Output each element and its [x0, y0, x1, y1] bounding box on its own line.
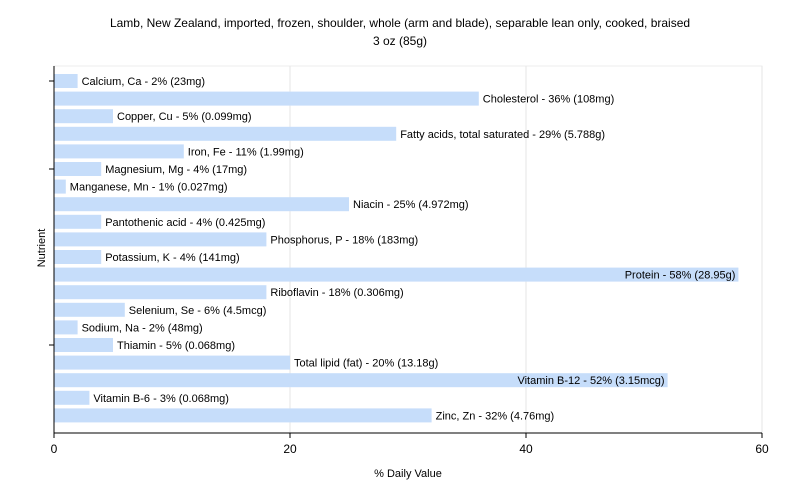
bar: [54, 285, 267, 300]
axes: 0 20 40 60: [49, 66, 769, 456]
bar-label: Potassium, K - 4% (141mg): [105, 252, 240, 264]
x-axis-title: % Daily Value: [374, 468, 442, 480]
bar-label: Phosphorus, P - 18% (183mg): [270, 234, 418, 246]
bar: [54, 250, 102, 264]
bar: [54, 214, 102, 229]
bar: [54, 197, 349, 212]
bar-labels: Calcium, Ca - 2% (23mg) Cholesterol - 36%…: [70, 76, 736, 422]
chart-subtitle: 3 oz (85g): [373, 34, 427, 48]
bar: [54, 74, 78, 88]
bar-label: Total lipid (fat) - 20% (13.18g): [294, 358, 438, 370]
bar-label: Calcium, Ca - 2% (23mg): [82, 76, 205, 88]
bar-label: Manganese, Mn - 1% (0.027mg): [70, 182, 228, 194]
bar: [54, 267, 739, 282]
bar-label: Vitamin B-12 - 52% (3.15mcg): [517, 375, 664, 387]
y-axis-title: Nutrient: [36, 229, 48, 268]
x-tick-label: 40: [519, 442, 533, 456]
chart-title: Lamb, New Zealand, imported, frozen, sho…: [110, 16, 690, 30]
x-tick-label: 20: [283, 442, 297, 456]
bar-label: Protein - 58% (28.95g): [625, 270, 736, 282]
x-tick-label: 60: [755, 442, 769, 456]
x-tick-label: 0: [51, 442, 58, 456]
bar: [54, 338, 113, 352]
bar: [54, 109, 113, 124]
bar-label: Selenium, Se - 6% (4.5mcg): [129, 305, 267, 317]
bar: [54, 390, 90, 405]
bar-label: Sodium, Na - 2% (48mg): [82, 322, 203, 334]
bar-label: Copper, Cu - 5% (0.099mg): [117, 111, 252, 123]
bar: [54, 162, 102, 176]
bar-label: Vitamin B-6 - 3% (0.068mg): [93, 393, 229, 405]
bar-label: Cholesterol - 36% (108mg): [483, 94, 614, 106]
bar: [54, 126, 397, 141]
bar: [54, 232, 267, 247]
bar: [54, 355, 290, 370]
bar-label: Iron, Fe - 11% (1.99mg): [188, 146, 304, 158]
bars: [54, 74, 739, 423]
bar: [54, 302, 125, 317]
bar-label: Niacin - 25% (4.972mg): [353, 199, 469, 211]
bar: [54, 373, 668, 388]
bar-label: Magnesium, Mg - 4% (17mg): [105, 164, 247, 176]
bar: [54, 408, 432, 423]
bar-label: Thiamin - 5% (0.068mg): [117, 340, 235, 352]
bar: [54, 320, 78, 335]
bar: [54, 179, 66, 194]
bar-label: Zinc, Zn - 32% (4.76mg): [436, 410, 555, 422]
bar: [54, 91, 479, 106]
bar-label: Fatty acids, total saturated - 29% (5.78…: [400, 129, 605, 141]
bar-label: Riboflavin - 18% (0.306mg): [270, 287, 403, 299]
bar: [54, 144, 184, 159]
bar-label: Pantothenic acid - 4% (0.425mg): [105, 217, 265, 229]
